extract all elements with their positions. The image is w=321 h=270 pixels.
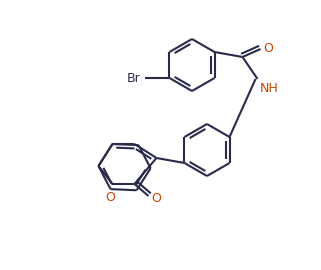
Text: Br: Br [127,72,141,85]
Text: O: O [106,191,116,204]
Text: O: O [152,191,161,204]
Text: O: O [264,42,273,56]
Text: NH: NH [259,82,278,95]
